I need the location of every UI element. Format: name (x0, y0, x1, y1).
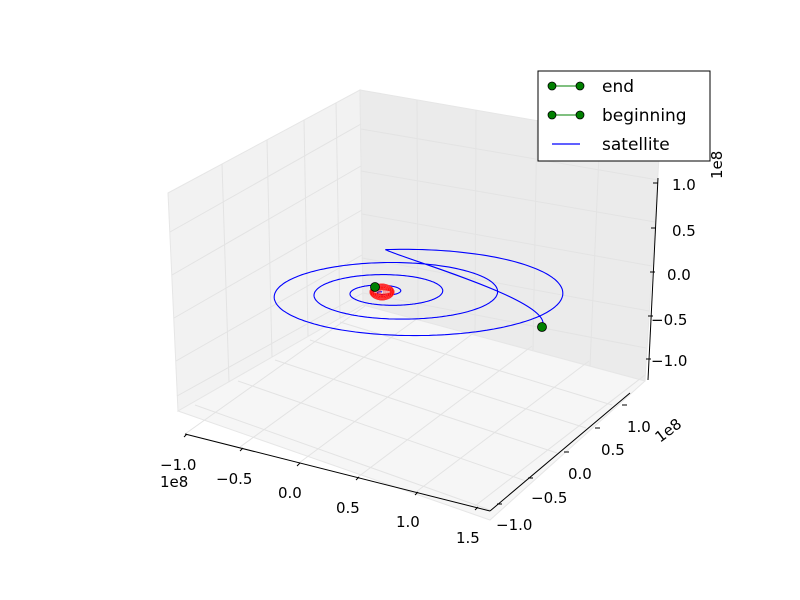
z-tick-label: 1.0 (672, 176, 696, 194)
legend-marker (575, 110, 585, 120)
central-body-meridian (369, 283, 395, 301)
x-tick-mark (355, 476, 360, 481)
x-tick-mark (296, 462, 301, 467)
y-tick-label: 0.0 (568, 465, 592, 483)
x-tick-label: 1.5 (456, 529, 480, 547)
legend-entry-beginning: beginning (547, 106, 687, 126)
z-tick-label: 0.5 (672, 222, 696, 240)
back-grid-line (361, 257, 650, 312)
central-body-ring (370, 285, 394, 299)
back-grid-line (360, 170, 656, 223)
back-grid-line (362, 292, 647, 349)
back-grid-line (416, 99, 419, 321)
y-tick-label: 0.5 (601, 441, 625, 459)
x-tick-mark (183, 433, 188, 438)
satellite-line (273, 248, 564, 337)
left-grid-line (175, 254, 363, 362)
floor-grid-line (237, 380, 527, 482)
floor-pane (176, 304, 647, 521)
y-tick-label: 1.0 (627, 418, 651, 436)
axis-lines (184, 177, 659, 512)
floor-grid-line (194, 404, 491, 511)
left-grid-line (335, 102, 341, 319)
left-grid-line (171, 165, 362, 276)
x-tick-label: −0.5 (216, 470, 252, 488)
legend-label: satellite (602, 135, 670, 155)
x-offset-label: 1e8 (160, 473, 188, 491)
x-tick-label: 0.0 (278, 484, 302, 502)
legend-entry-satellite: satellite (552, 135, 670, 155)
y-axis-line (489, 392, 631, 512)
floor-grid-line (474, 374, 646, 507)
tick-marks (183, 182, 658, 511)
y-offset-label: 1e8 (652, 415, 685, 446)
y-tick-label: −1.0 (496, 516, 532, 534)
back-grid-line (361, 213, 653, 267)
y-tick-labels: −1.0 −0.5 0.0 0.5 1.0 (496, 418, 651, 534)
x-tick-label: 1.0 (396, 513, 420, 531)
z-tick-labels: −1.0 −0.5 0.0 0.5 1.0 (651, 176, 696, 370)
floor-grid-line (184, 305, 366, 435)
left-grid-line (221, 163, 230, 383)
x-tick-mark (239, 447, 244, 452)
end-marker (537, 322, 547, 332)
floor-grid-line (309, 339, 587, 429)
floor-grid-line (339, 321, 613, 406)
left-grid-line (173, 209, 363, 319)
central-body (369, 283, 395, 301)
central-body-ring (372, 289, 392, 295)
x-axis-line (184, 433, 491, 512)
back-grid-line (532, 119, 538, 351)
legend-marker (547, 110, 557, 120)
floor-grid-line (239, 317, 419, 448)
legend-label: end (602, 77, 634, 97)
x-tick-label: −1.0 (160, 456, 196, 474)
x-tick-mark (474, 506, 479, 511)
legend-marker (547, 81, 557, 91)
legend-marker (575, 81, 585, 91)
x-tick-mark (414, 491, 419, 496)
z-tick-label: 0.0 (667, 266, 691, 284)
floor-grid-line (357, 345, 533, 478)
z-offset-label: 1e8 (708, 151, 726, 179)
z-axis-line (647, 177, 659, 381)
back-grid-line (474, 109, 477, 336)
z-tick-label: −0.5 (651, 311, 687, 329)
floor-grid-line (274, 359, 558, 454)
x-tick-label: 0.5 (336, 499, 360, 517)
x-tick-labels: −1.0 −0.5 0.0 0.5 1.0 1.5 (160, 456, 480, 547)
floor-grid-line (415, 360, 590, 493)
legend-entry-end: end (547, 77, 634, 97)
y-tick-label: −0.5 (531, 489, 567, 507)
grid-lines (169, 99, 659, 511)
left-grid-line (169, 123, 362, 233)
legend-label: beginning (602, 106, 687, 126)
z-tick-label: −1.0 (651, 352, 687, 370)
back-grid-line (360, 128, 659, 181)
legend: end beginning satellite (537, 70, 711, 162)
beginning-marker (370, 282, 380, 292)
